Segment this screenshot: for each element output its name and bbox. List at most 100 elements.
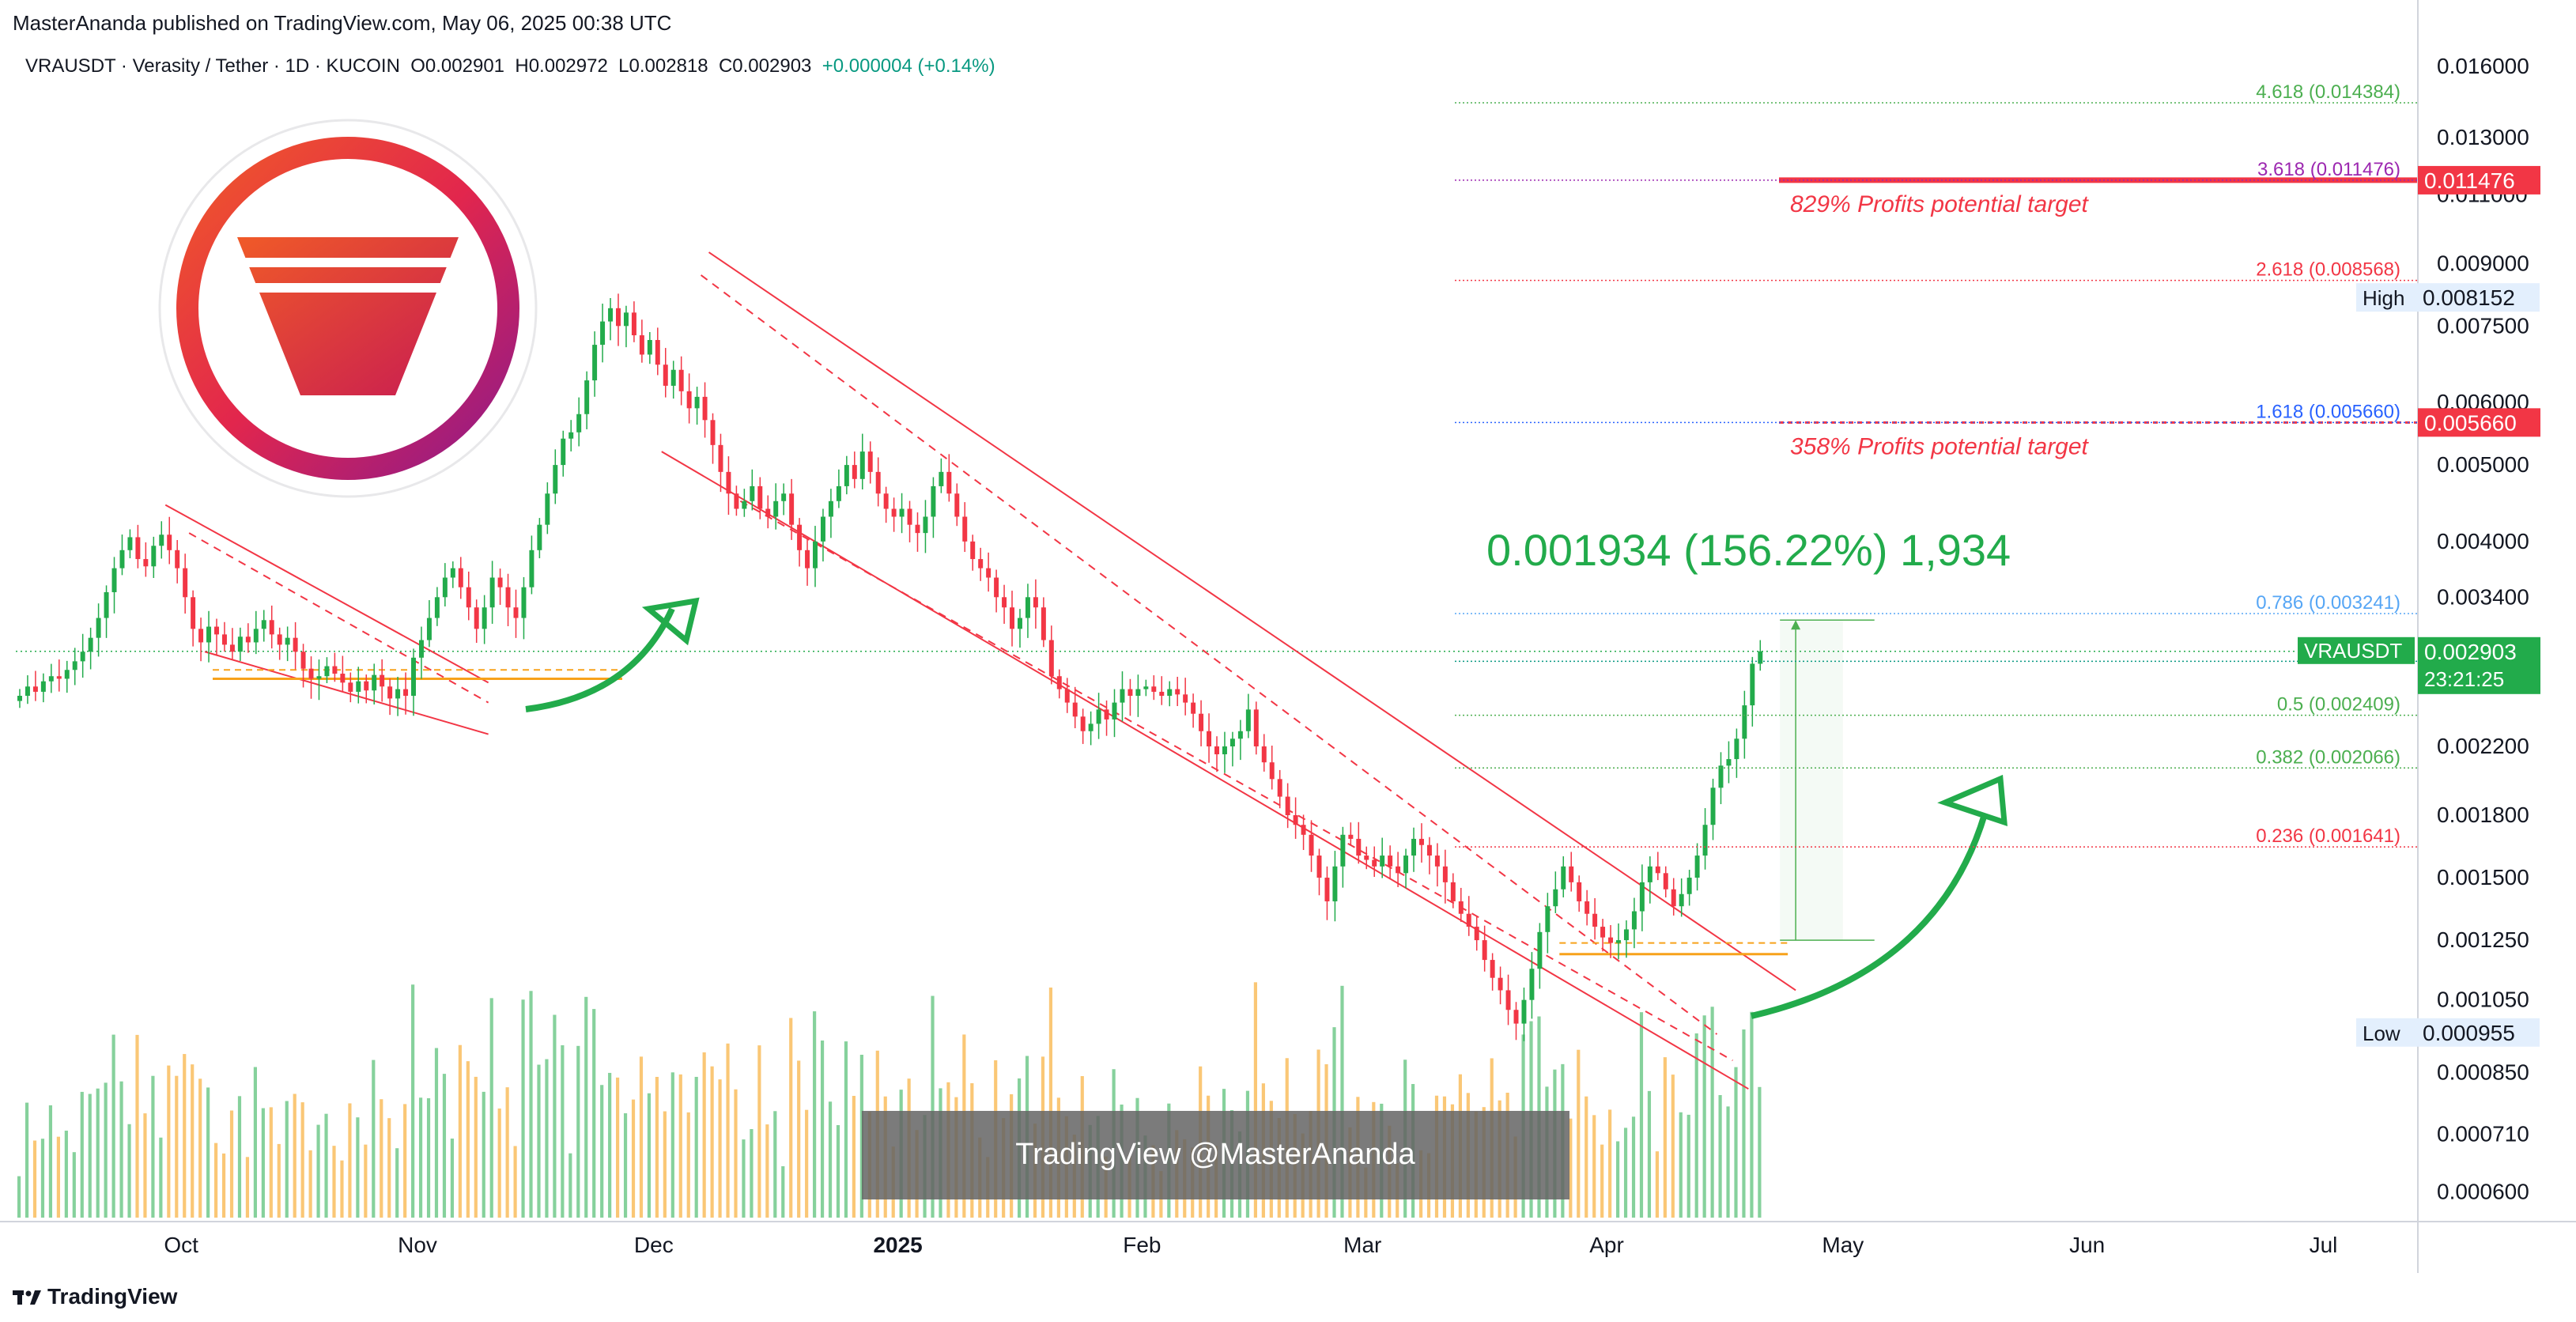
- candle-body: [411, 657, 417, 697]
- volume-bar: [458, 1044, 462, 1218]
- candle-body: [1277, 779, 1282, 797]
- volume-bar: [789, 1018, 793, 1218]
- candle-body: [1561, 866, 1566, 890]
- candle-body: [576, 414, 582, 432]
- fib-level-label: 0.382 (0.002066): [2256, 746, 2400, 768]
- time-tick-label: May: [1822, 1233, 1864, 1257]
- volume-bar: [561, 1045, 565, 1218]
- candle-body: [931, 485, 936, 517]
- candle-body: [1080, 716, 1086, 731]
- candle-body: [32, 686, 38, 692]
- candle-body: [229, 644, 235, 652]
- volume-bar: [505, 1087, 509, 1218]
- price-tick-label: 0.007500: [2437, 313, 2529, 338]
- price-tag-info: [2356, 283, 2540, 312]
- candle-body: [1222, 746, 1227, 754]
- candle-body: [403, 689, 409, 697]
- candle-body: [875, 471, 881, 494]
- watermark-text: TradingView @MasterAnanda: [1015, 1138, 1415, 1171]
- volume-bar: [1702, 1015, 1706, 1218]
- volume-bar: [1623, 1127, 1628, 1218]
- candle-body: [1112, 702, 1117, 720]
- candle-body: [678, 369, 684, 391]
- volume-bar: [245, 1157, 250, 1218]
- candle-body: [1064, 689, 1070, 703]
- candle-body: [1229, 738, 1235, 747]
- volume-bar: [797, 1060, 801, 1218]
- candle-body: [104, 591, 109, 618]
- price-tick-label: 0.001250: [2437, 927, 2529, 952]
- open-value: O0.002901: [410, 55, 505, 77]
- candle-body: [1151, 686, 1157, 692]
- volume-bar: [403, 1104, 407, 1218]
- candle-body: [340, 674, 346, 683]
- symbol-title[interactable]: VRAUSDT · Verasity / Tether · 1D · KUCOI…: [25, 55, 400, 77]
- candle-body: [1033, 597, 1038, 608]
- channel-line: [708, 251, 1796, 992]
- price-tick-label: 0.000850: [2437, 1059, 2529, 1084]
- candle-body: [1096, 709, 1101, 724]
- price-tick-label: 0.013000: [2437, 125, 2529, 149]
- price-tag-info-value: 0.008152: [2423, 285, 2515, 310]
- candle-body: [1466, 913, 1471, 927]
- channel-dashed-line: [739, 500, 1733, 1062]
- volume-bar: [40, 1139, 45, 1218]
- volume-bar: [119, 1081, 123, 1218]
- green-arrow-right: [1751, 813, 1988, 1019]
- volume-bar: [765, 1124, 769, 1218]
- candle-body: [608, 308, 614, 322]
- volume-bar: [553, 1014, 557, 1218]
- volume-bar: [859, 1055, 863, 1218]
- candle-body: [813, 541, 818, 568]
- candle-body: [1207, 731, 1212, 747]
- green-arrow-left-head: [641, 597, 700, 646]
- volume-bar: [221, 1153, 226, 1218]
- candle-body: [1348, 834, 1354, 839]
- volume-bar: [442, 1074, 447, 1218]
- candle-body: [1191, 702, 1196, 714]
- footer-brand-label: TradingView: [47, 1284, 178, 1309]
- candle-body: [1450, 882, 1456, 901]
- volume-bar: [521, 999, 525, 1218]
- volume-bar: [111, 1034, 115, 1218]
- candle-body: [1616, 940, 1621, 943]
- volume-bar: [1585, 1096, 1588, 1218]
- volume-bar: [1639, 1012, 1644, 1218]
- candle-body: [1017, 618, 1022, 629]
- footer-brand[interactable]: TradingView: [13, 1284, 177, 1309]
- candle-body: [395, 689, 401, 699]
- volume-bar: [300, 1102, 304, 1218]
- candle-body: [1237, 731, 1243, 739]
- volume-bar: [686, 1112, 690, 1218]
- volume-bar: [718, 1079, 722, 1218]
- price-tick-label: 0.001050: [2437, 988, 2529, 1012]
- candle-body: [1577, 882, 1582, 901]
- candle-body: [1537, 931, 1543, 969]
- volume-bar: [670, 1072, 674, 1218]
- candle-body: [1120, 689, 1125, 703]
- candle-body: [655, 340, 660, 365]
- volume-bar: [395, 1148, 399, 1218]
- candle-body: [380, 674, 385, 687]
- candle-body: [915, 524, 920, 534]
- candle-body: [1553, 889, 1558, 907]
- candle-body: [529, 550, 534, 587]
- candle-body: [891, 508, 897, 517]
- candle-body: [616, 308, 621, 327]
- price-tick-label: 0.016000: [2437, 54, 2529, 78]
- candle-body: [1380, 856, 1385, 867]
- candle-body: [466, 587, 471, 608]
- volume-bar: [293, 1093, 297, 1218]
- candle-body: [1388, 856, 1393, 867]
- volume-bar: [757, 1045, 761, 1218]
- candle-body: [757, 485, 763, 509]
- candle-body: [797, 524, 803, 550]
- volume-bar: [813, 1011, 817, 1218]
- candle-body: [954, 493, 960, 517]
- candle-body: [1356, 838, 1362, 856]
- candle-body: [1316, 856, 1322, 878]
- volume-bar: [1340, 985, 1344, 1218]
- candle-body: [253, 629, 259, 643]
- candle-body: [1285, 796, 1290, 816]
